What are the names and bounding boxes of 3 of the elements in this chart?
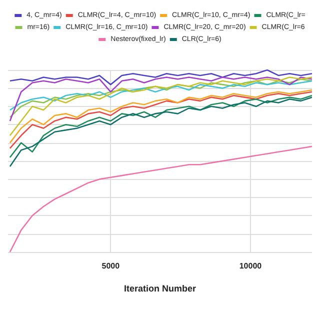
x-tick-label: 10000 xyxy=(239,262,262,270)
x-tick-label: 5000 xyxy=(102,262,120,270)
x-axis-title: Iteration Number xyxy=(124,284,196,294)
